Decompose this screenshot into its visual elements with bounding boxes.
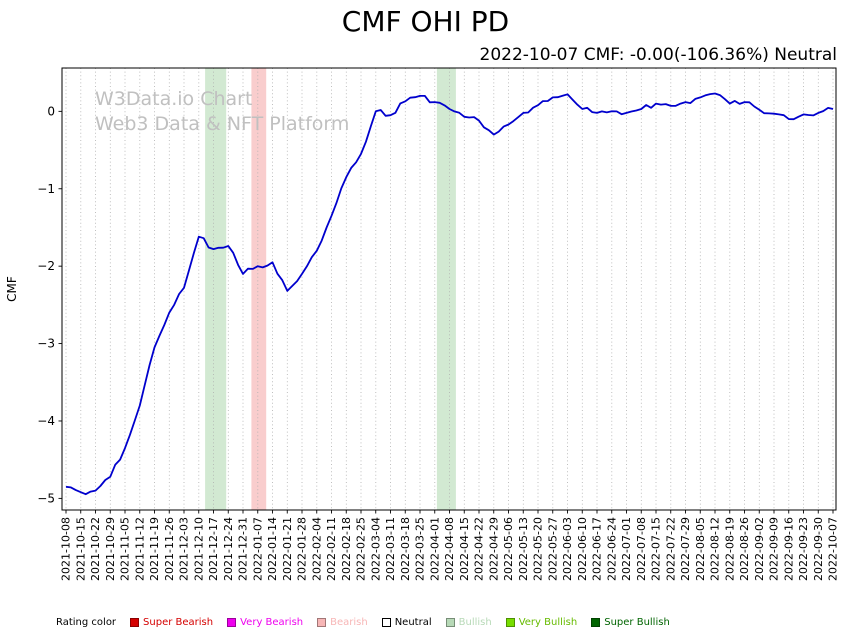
legend-label-super-bearish: Super Bearish <box>143 617 214 628</box>
svg-text:2022-04-08: 2022-04-08 <box>443 517 456 581</box>
band-bullish <box>436 68 456 510</box>
svg-text:2022-08-19: 2022-08-19 <box>723 517 736 581</box>
svg-text:2022-03-11: 2022-03-11 <box>384 517 397 581</box>
svg-text:2021-11-19: 2021-11-19 <box>148 517 161 581</box>
legend-item-super-bearish: Super Bearish <box>130 617 213 628</box>
legend-label-very-bullish: Very Bullish <box>518 617 578 628</box>
legend-item-very-bearish: Very Bearish <box>227 617 303 628</box>
rating-legend: Rating color Super Bearish Very Bearish Be… <box>56 617 846 628</box>
svg-text:2022-07-08: 2022-07-08 <box>635 517 648 581</box>
svg-text:2022-02-11: 2022-02-11 <box>325 517 338 581</box>
legend-item-super-bullish: Super Bullish <box>591 617 670 628</box>
svg-text:2022-02-18: 2022-02-18 <box>340 517 353 581</box>
svg-text:2022-03-18: 2022-03-18 <box>399 517 412 581</box>
svg-text:2022-04-01: 2022-04-01 <box>428 517 441 581</box>
svg-text:2021-11-05: 2021-11-05 <box>119 517 132 581</box>
svg-text:2021-10-22: 2021-10-22 <box>89 517 102 581</box>
legend-swatch-super-bullish <box>591 618 601 627</box>
cmf-line <box>65 92 834 496</box>
legend-label-very-bearish: Very Bearish <box>240 617 304 628</box>
legend-swatch-very-bearish <box>227 618 237 627</box>
svg-text:2022-07-15: 2022-07-15 <box>650 517 663 581</box>
svg-text:2022-04-22: 2022-04-22 <box>473 517 486 581</box>
svg-text:2022-03-25: 2022-03-25 <box>414 517 427 581</box>
svg-text:−5: −5 <box>37 491 55 505</box>
svg-text:2022-06-24: 2022-06-24 <box>605 517 618 581</box>
svg-text:2021-10-08: 2021-10-08 <box>60 517 73 581</box>
svg-text:2021-10-15: 2021-10-15 <box>74 517 87 581</box>
svg-text:2022-04-29: 2022-04-29 <box>487 517 500 581</box>
svg-text:2022-05-06: 2022-05-06 <box>502 517 515 581</box>
svg-text:0: 0 <box>47 104 55 118</box>
svg-text:2022-07-22: 2022-07-22 <box>664 517 677 581</box>
svg-text:2022-09-02: 2022-09-02 <box>753 517 766 581</box>
svg-text:2022-02-04: 2022-02-04 <box>310 517 323 581</box>
svg-text:2022-01-07: 2022-01-07 <box>251 517 264 581</box>
svg-text:2022-01-28: 2022-01-28 <box>296 517 309 581</box>
svg-text:2021-11-26: 2021-11-26 <box>163 517 176 581</box>
svg-text:2022-06-17: 2022-06-17 <box>591 517 604 581</box>
svg-text:2021-11-12: 2021-11-12 <box>133 517 146 581</box>
band-bearish <box>251 68 267 510</box>
y-axis-label: CMF <box>5 276 19 302</box>
svg-text:W3Data.io Chart: W3Data.io Chart <box>95 88 252 110</box>
legend-swatch-bullish <box>445 618 455 627</box>
svg-text:2022-01-21: 2022-01-21 <box>281 517 294 581</box>
svg-text:2022-07-29: 2022-07-29 <box>679 517 692 581</box>
chart-subtitle: 2022-10-07 CMF: -0.00(-106.36%) Neutral <box>479 45 838 65</box>
legend-item-bearish: Bearish <box>317 617 368 628</box>
svg-text:2022-09-30: 2022-09-30 <box>812 517 825 581</box>
svg-text:Web3 Data & NFT Platform: Web3 Data & NFT Platform <box>95 113 349 135</box>
legend-swatch-super-bearish <box>130 618 140 627</box>
svg-text:−1: −1 <box>37 182 55 196</box>
svg-text:2022-09-09: 2022-09-09 <box>768 517 781 581</box>
svg-text:2022-06-10: 2022-06-10 <box>576 517 589 581</box>
legend-swatch-very-bullish <box>505 618 515 627</box>
legend-item-neutral: Neutral <box>381 617 432 628</box>
svg-text:−4: −4 <box>37 414 55 428</box>
svg-text:2022-05-20: 2022-05-20 <box>532 517 545 581</box>
svg-text:2022-02-25: 2022-02-25 <box>355 517 368 581</box>
svg-text:2022-04-15: 2022-04-15 <box>458 517 471 581</box>
svg-text:2021-12-17: 2021-12-17 <box>207 517 220 581</box>
svg-text:2021-10-29: 2021-10-29 <box>104 517 117 581</box>
svg-text:2022-05-13: 2022-05-13 <box>517 517 530 581</box>
legend-swatch-bearish <box>317 618 327 627</box>
svg-text:2021-12-03: 2021-12-03 <box>178 517 191 581</box>
svg-text:2022-09-16: 2022-09-16 <box>782 517 795 581</box>
svg-text:−2: −2 <box>37 259 55 273</box>
legend-item-bullish: Bullish <box>445 617 492 628</box>
svg-text:2022-07-01: 2022-07-01 <box>620 517 633 581</box>
legend-label-neutral: Neutral <box>394 617 432 628</box>
svg-text:2022-10-07: 2022-10-07 <box>827 517 840 581</box>
svg-text:−3: −3 <box>37 337 55 351</box>
legend-item-very-bullish: Very Bullish <box>505 617 578 628</box>
plot-border <box>61 67 837 511</box>
svg-text:2022-03-04: 2022-03-04 <box>369 517 382 581</box>
svg-text:2022-05-27: 2022-05-27 <box>546 517 559 581</box>
band-bullish <box>205 68 227 510</box>
legend-title: Rating color <box>56 617 117 628</box>
svg-text:2022-09-23: 2022-09-23 <box>797 517 810 581</box>
chart-title: CMF OHI PD <box>341 5 510 38</box>
x-axis-labels: 2021-10-08 2021-10-15 2021-10-22 2021-10-29… <box>60 510 840 581</box>
svg-text:2022-06-03: 2022-06-03 <box>561 517 574 581</box>
svg-text:2022-08-26: 2022-08-26 <box>738 517 751 581</box>
y-axis-labels: 0 −1 −2 −3 −4 −5 <box>37 104 62 505</box>
watermark: W3Data.io Chart Web3 Data & NFT Platform <box>95 88 349 135</box>
svg-text:2021-12-24: 2021-12-24 <box>222 517 235 581</box>
legend-label-super-bullish: Super Bullish <box>604 617 670 628</box>
legend-label-bullish: Bullish <box>458 617 492 628</box>
svg-text:2022-08-12: 2022-08-12 <box>709 517 722 581</box>
svg-text:2022-08-05: 2022-08-05 <box>694 517 707 581</box>
legend-label-bearish: Bearish <box>330 617 368 628</box>
svg-text:2021-12-31: 2021-12-31 <box>237 517 250 581</box>
legend-swatch-neutral <box>381 618 391 627</box>
svg-text:2022-01-14: 2022-01-14 <box>266 517 279 581</box>
rating-bands <box>205 68 456 510</box>
svg-text:2021-12-10: 2021-12-10 <box>192 517 205 581</box>
